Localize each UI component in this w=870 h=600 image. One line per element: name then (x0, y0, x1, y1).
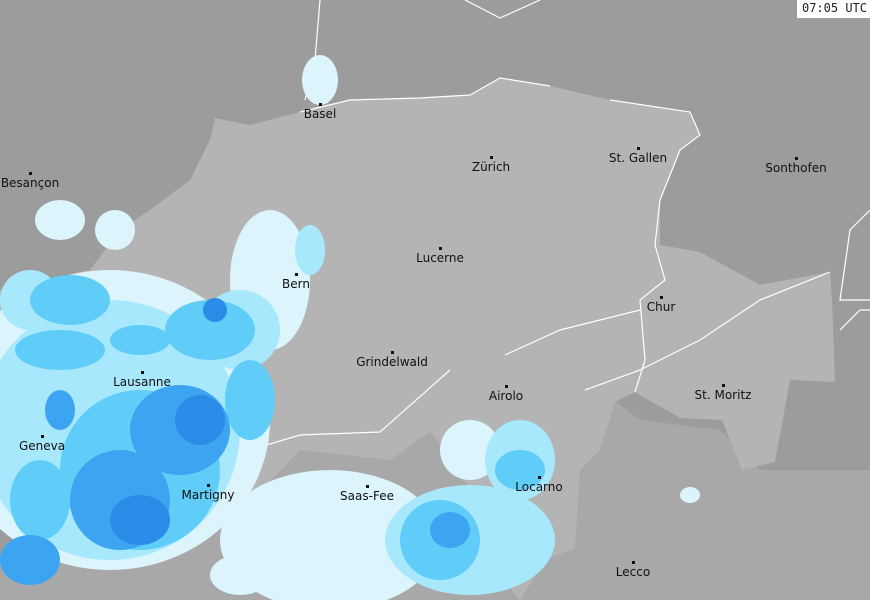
city-dot (795, 157, 798, 160)
city-label: Lecco (615, 565, 651, 579)
city-dot (637, 147, 640, 150)
rain-cell-level-1 (210, 555, 270, 595)
city-label: Airolo (488, 389, 524, 403)
borders (174, 0, 870, 481)
city-label: Basel (303, 107, 337, 121)
city-dot (319, 103, 322, 106)
city-label: Locarno (515, 480, 563, 494)
city-dot (366, 485, 369, 488)
city-label: Bern (282, 277, 310, 291)
city-dot (439, 247, 442, 250)
rain-cell-level-5 (110, 495, 170, 545)
city-dot (505, 385, 508, 388)
rain-cell-level-3 (165, 300, 255, 360)
city-dot (207, 484, 210, 487)
city-label: Saas-Fee (340, 489, 394, 503)
city-label: Zürich (471, 160, 511, 174)
rain-cell-level-3 (15, 330, 105, 370)
city-label: Grindelwald (356, 355, 428, 369)
rain-cell-level-4 (45, 390, 75, 430)
rain-cell-level-3 (30, 275, 110, 325)
rain-cell-level-1 (302, 55, 338, 105)
city-dot (632, 561, 635, 564)
rain-cell-level-3 (110, 325, 170, 355)
city-label: Sonthofen (765, 161, 827, 175)
city-label: Besançon (0, 176, 60, 190)
city-label: Geneva (18, 439, 66, 453)
city-label: St. Gallen (608, 151, 668, 165)
rain-cell-level-1 (680, 487, 700, 503)
city-label: St. Moritz (694, 388, 752, 402)
city-label: Martigny (181, 488, 235, 502)
rain-cell-level-5 (203, 298, 227, 322)
rain-cell-level-1 (220, 470, 440, 600)
precipitation-overlay (0, 55, 700, 600)
timestamp-label: 07:05 UTC (796, 0, 870, 18)
rain-cell-level-3 (10, 460, 70, 540)
city-dot (141, 371, 144, 374)
rain-cell-level-3 (495, 450, 545, 490)
city-label: Lucerne (416, 251, 464, 265)
city-dot (660, 296, 663, 299)
city-dot (722, 384, 725, 387)
rain-cell-level-4 (430, 512, 470, 548)
city-dot (391, 351, 394, 354)
rain-cell-level-1 (440, 420, 500, 480)
city-dot (538, 476, 541, 479)
city-label: Chur (646, 300, 676, 314)
city-dot (41, 435, 44, 438)
rain-cell-level-5 (175, 395, 225, 445)
rain-cell-level-1 (35, 200, 85, 240)
rain-cell-level-4 (0, 535, 60, 585)
rain-cell-level-1 (95, 210, 135, 250)
rain-cell-level-2 (295, 225, 325, 275)
city-dot (29, 172, 32, 175)
rain-cell-level-3 (225, 360, 275, 440)
city-label: Lausanne (113, 375, 171, 389)
city-dot (295, 273, 298, 276)
city-dot (490, 156, 493, 159)
